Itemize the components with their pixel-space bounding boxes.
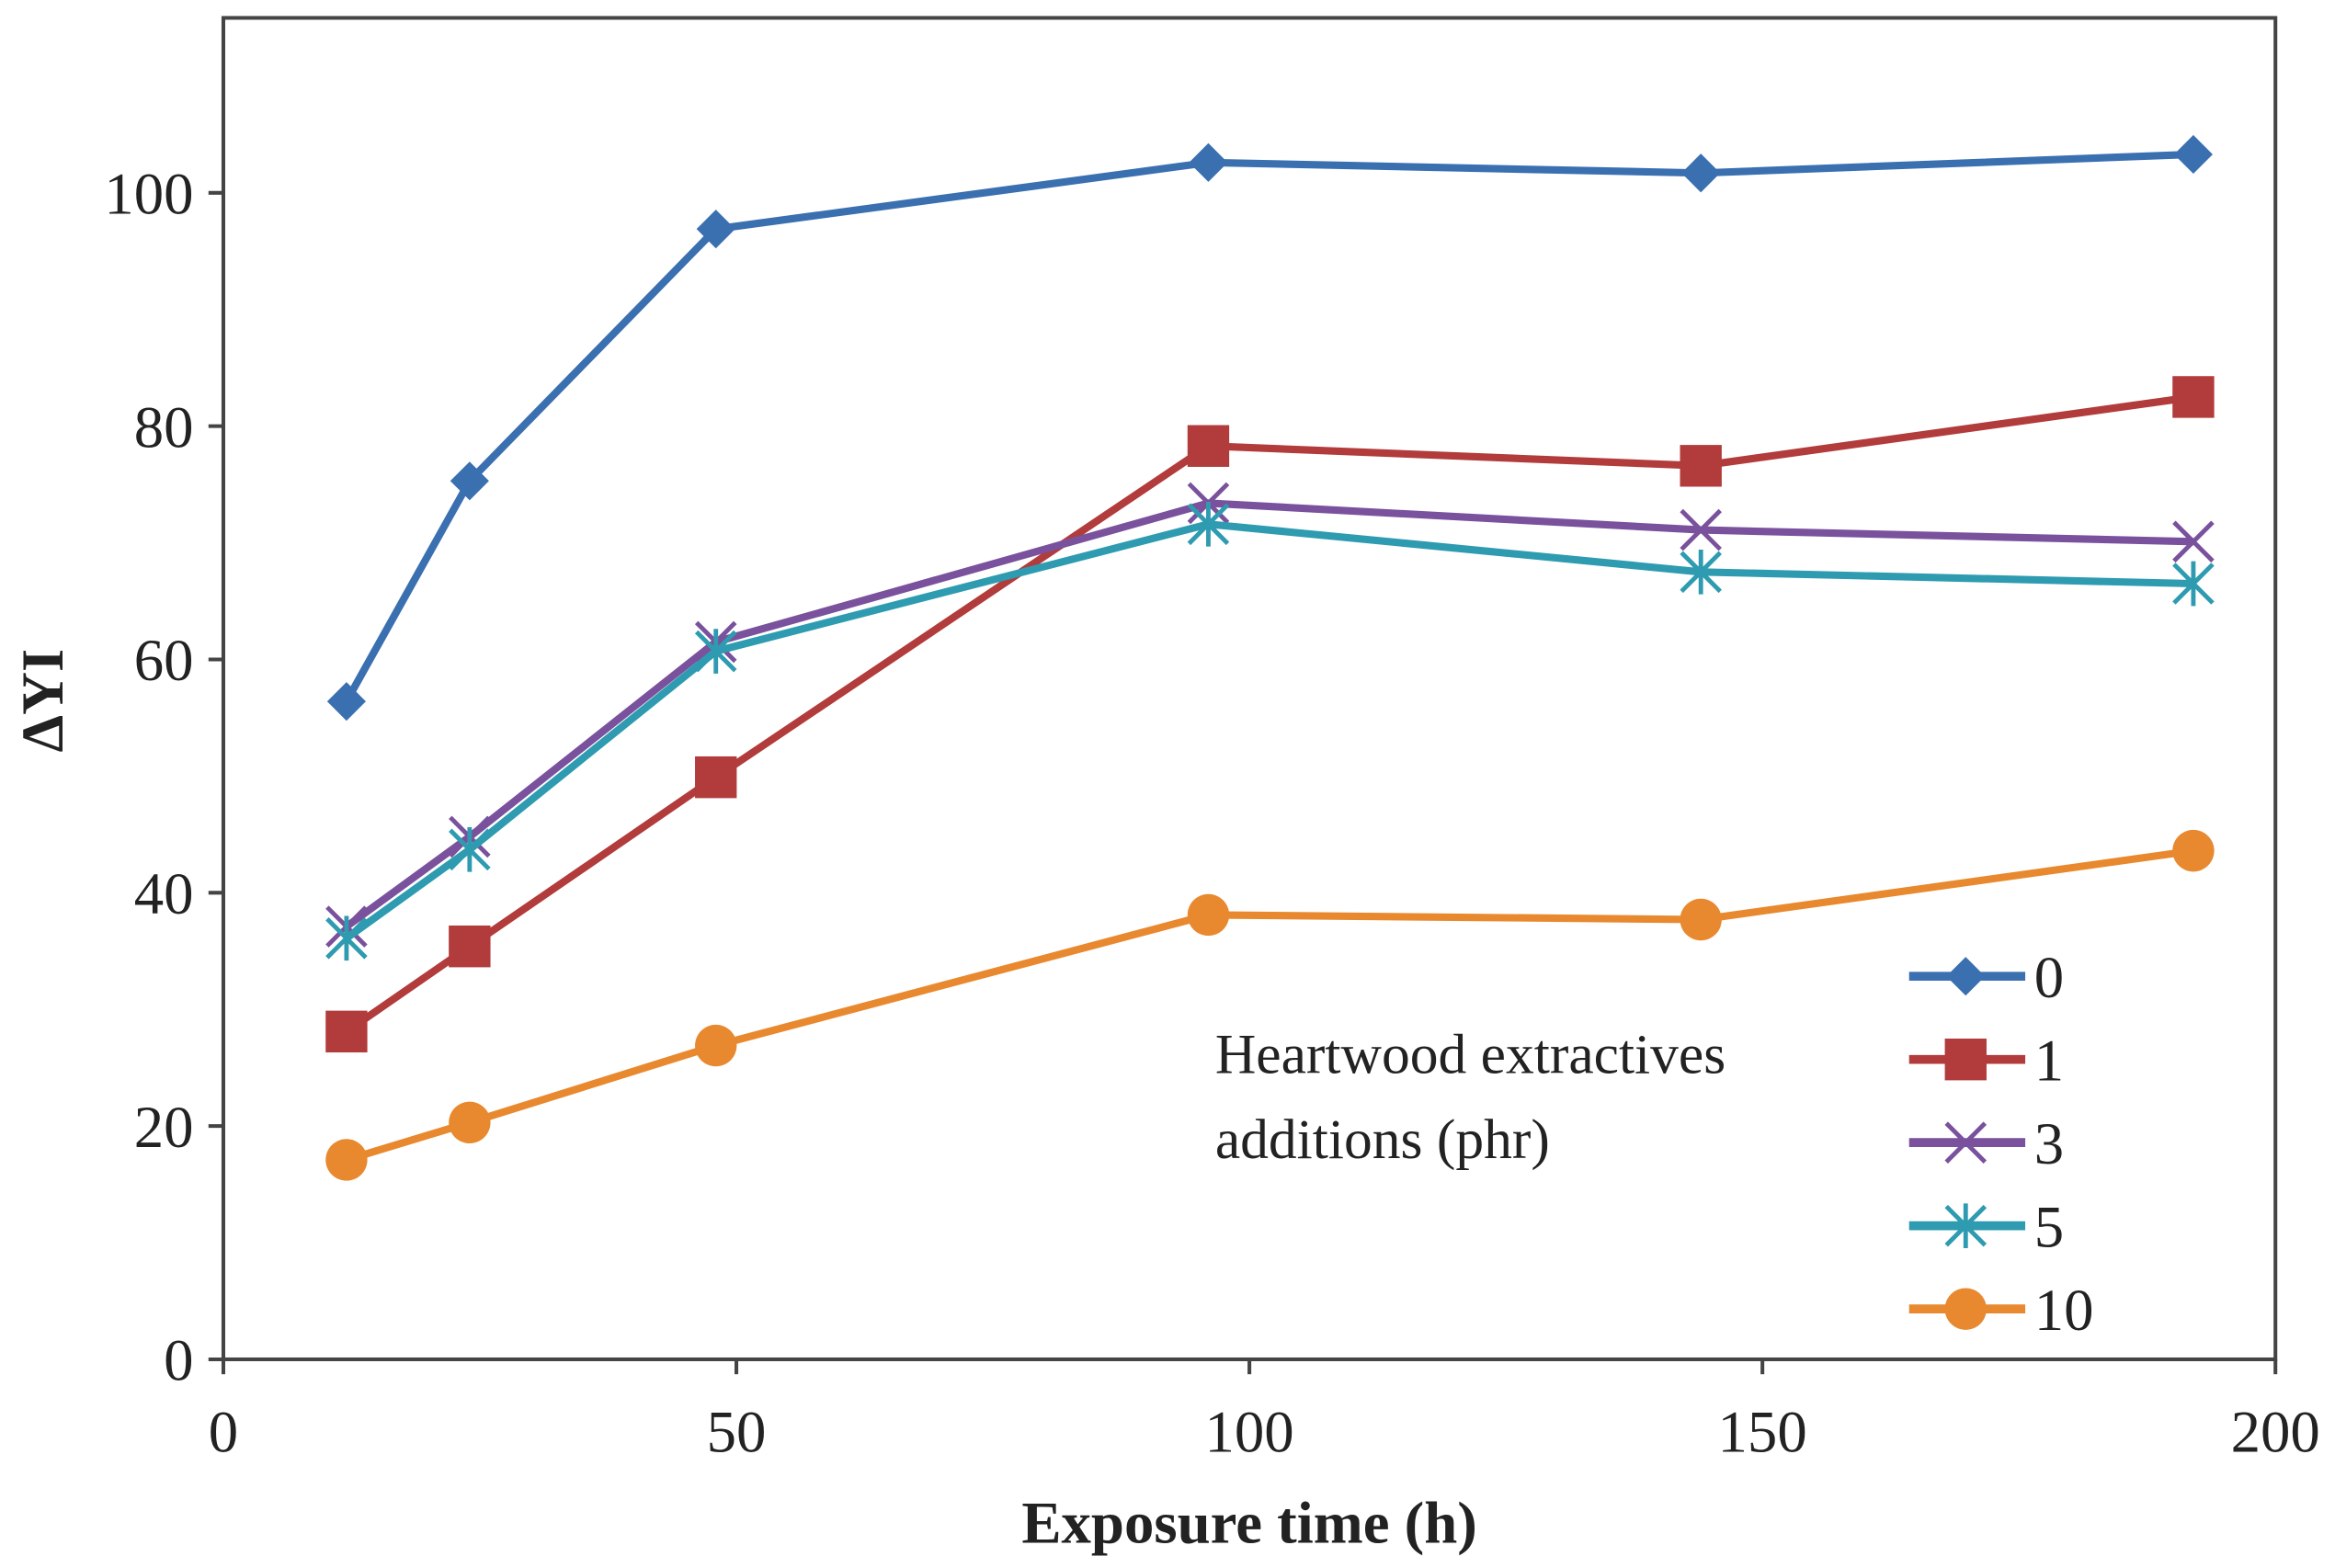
y-tick-label: 60	[134, 628, 194, 694]
y-tick-label: 0	[164, 1328, 193, 1394]
data-point-3-x-marker	[1680, 508, 1722, 551]
data-point-3-x-marker	[2172, 520, 2215, 563]
series-1	[325, 376, 2215, 1053]
data-point-0-diamond-marker	[1189, 142, 1228, 182]
y-tick-label: 100	[104, 162, 193, 228]
data-point-1-square-marker	[2172, 376, 2215, 418]
legend-circle-marker	[1944, 1288, 1987, 1330]
series-line-0	[343, 150, 2194, 704]
y-tick-label: 40	[134, 861, 194, 927]
data-point-10-circle-marker	[1680, 898, 1722, 941]
legend-square-marker	[1944, 1038, 1987, 1081]
data-point-10-circle-marker	[1187, 893, 1230, 937]
x-tick-label: 150	[1718, 1399, 1807, 1465]
series-10	[325, 829, 2215, 1181]
x-tick-label: 0	[209, 1399, 238, 1465]
data-point-0-diamond-marker	[1681, 153, 1721, 193]
series-0	[326, 134, 2213, 722]
data-point-5-star-marker	[2172, 561, 2215, 607]
series-line-10	[345, 846, 2194, 1164]
legend-x-marker	[1944, 1121, 1988, 1164]
data-point-1-square-marker	[325, 1010, 368, 1053]
legend: Heartwood extractives additions (phr) 0 1…	[1215, 945, 2094, 1344]
x-tick-label: 100	[1204, 1399, 1293, 1465]
series-group	[325, 134, 2215, 1181]
legend-title-line-1: Heartwood extractives	[1215, 1024, 1726, 1086]
data-point-5-star-marker	[694, 629, 737, 674]
y-axis-title: ΔYI	[10, 649, 76, 753]
data-point-0-diamond-marker	[450, 461, 489, 501]
data-point-1-square-marker	[1680, 445, 1722, 487]
data-point-5-star-marker	[449, 827, 491, 872]
data-point-10-circle-marker	[695, 1024, 737, 1067]
data-point-10-circle-marker	[325, 1139, 368, 1181]
legend-label: 10	[2034, 1278, 2094, 1344]
series-3	[325, 482, 2215, 948]
series-5	[325, 501, 2215, 961]
legend-item-10: 10	[1908, 1278, 2094, 1344]
y-tick-label: 80	[134, 394, 194, 460]
data-point-1-square-marker	[1187, 425, 1230, 467]
series-line-3	[344, 499, 2194, 930]
legend-label: 1	[2034, 1028, 2064, 1094]
legend-label: 5	[2034, 1194, 2064, 1260]
legend-item-3: 3	[1908, 1111, 2064, 1177]
legend-title-line-2: additions (phr)	[1215, 1108, 1550, 1171]
data-point-1-square-marker	[449, 925, 491, 968]
x-tick-label: 200	[2231, 1399, 2320, 1465]
legend-label: 0	[2034, 945, 2064, 1011]
legend-item-1: 1	[1908, 1028, 2064, 1094]
data-point-10-circle-marker	[2172, 829, 2215, 872]
legend-star-marker	[1944, 1203, 1988, 1248]
y-tick-label: 20	[134, 1095, 194, 1161]
data-point-5-star-marker	[1187, 501, 1230, 547]
x-axis-title: Exposure time (h)	[1021, 1490, 1477, 1556]
x-tick-label: 50	[707, 1399, 767, 1465]
legend-diamond-marker	[1946, 957, 1986, 996]
data-point-0-diamond-marker	[2173, 134, 2213, 175]
legend-label: 3	[2034, 1111, 2064, 1177]
data-point-5-star-marker	[325, 915, 368, 961]
data-point-5-star-marker	[1680, 549, 1722, 595]
data-point-0-diamond-marker	[326, 682, 366, 722]
legend-item-5: 5	[1908, 1194, 2064, 1260]
data-point-1-square-marker	[695, 756, 737, 799]
data-point-10-circle-marker	[449, 1101, 491, 1144]
legend-item-0: 0	[1908, 945, 2064, 1011]
series-line-5	[344, 520, 2194, 942]
